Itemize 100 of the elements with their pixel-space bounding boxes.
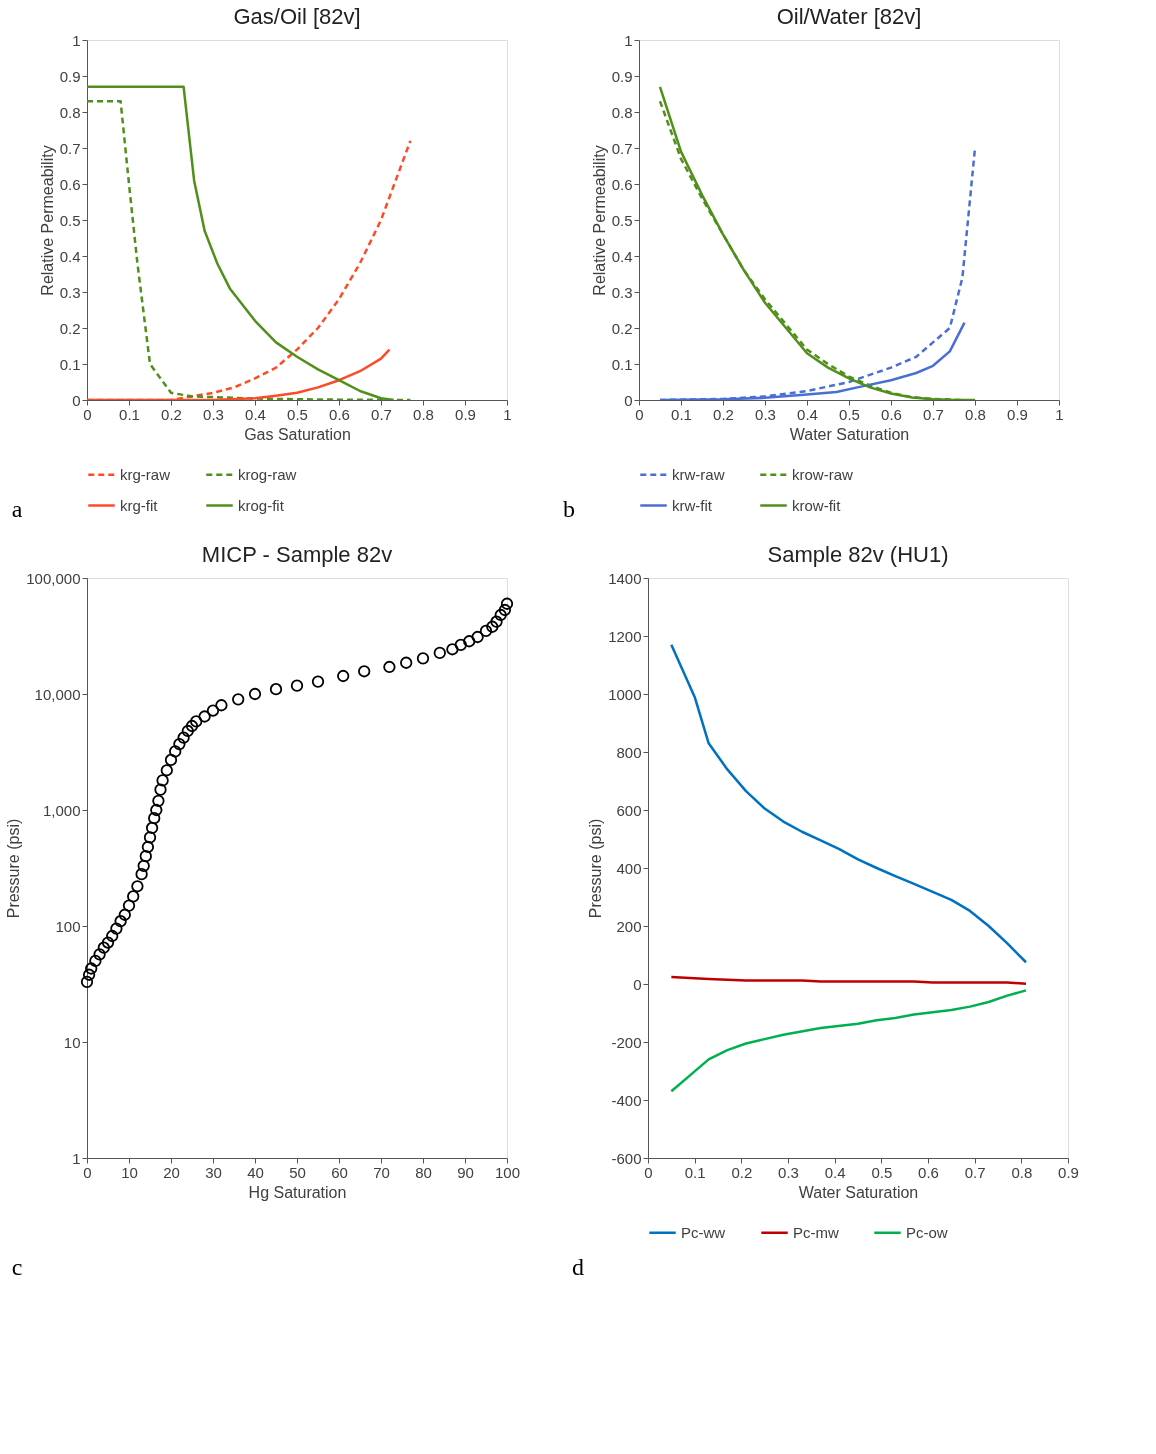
point: [500, 597, 514, 610]
y-tick-label: 1: [72, 31, 81, 49]
x-tick-label: 0.1: [671, 405, 692, 423]
point: [248, 687, 262, 701]
x-tick-label: 0.4: [797, 405, 818, 423]
point: [400, 656, 413, 669]
y-tick-label: 0.8: [59, 103, 81, 121]
x-tick-label: 0.2: [731, 1163, 753, 1181]
point: [164, 753, 178, 767]
legend-label: krow-fit: [792, 496, 842, 514]
x-tick-label: 0.4: [824, 1163, 846, 1181]
x-tick-label: 0.9: [1058, 1163, 1079, 1181]
point: [154, 783, 167, 796]
y-tick-label: 0.5: [611, 211, 633, 229]
y-tick-label: 1: [624, 31, 633, 49]
y-tick-label: 10: [63, 1033, 81, 1051]
point: [311, 675, 325, 688]
y-tick-label: 0.6: [611, 175, 633, 193]
y-tick-label: 0.2: [59, 319, 81, 337]
point: [416, 652, 430, 665]
chart-title: Sample 82v (HU1): [767, 542, 949, 567]
point: [446, 643, 459, 656]
point: [269, 683, 283, 696]
legend-label: krow-raw: [792, 465, 853, 483]
y-axis-title: Relative Permeability: [590, 145, 608, 296]
point: [156, 774, 169, 787]
x-axis-title: Gas Saturation: [244, 425, 351, 443]
legend-label: Pc-ow: [906, 1223, 948, 1241]
point: [232, 693, 245, 706]
x-tick-label: 30: [205, 1163, 222, 1181]
y-tick-label: 0.8: [611, 103, 633, 121]
point: [145, 821, 159, 835]
point: [498, 603, 512, 617]
point: [131, 880, 144, 893]
y-tick-label: 0.5: [59, 211, 81, 229]
point: [139, 850, 152, 863]
y-tick-label: 600: [616, 801, 642, 819]
x-axis-title: Hg Saturation: [248, 1183, 347, 1201]
text: c: [11, 1254, 23, 1280]
point: [215, 699, 228, 712]
x-tick-label: 80: [415, 1163, 432, 1181]
x-tick-label: 0.5: [871, 1163, 893, 1181]
point: [101, 936, 115, 949]
text: d: [572, 1254, 584, 1280]
y-tick-label: 800: [616, 743, 642, 761]
y-tick-label: 0: [633, 975, 642, 993]
legend-label: Pc-mw: [793, 1223, 839, 1241]
x-tick-label: 0.1: [684, 1163, 706, 1181]
x-tick-label: 0.2: [713, 405, 734, 423]
chart-title: Oil/Water [82v]: [776, 4, 922, 29]
y-tick-label: 100: [55, 917, 81, 935]
x-tick-label: 60: [331, 1163, 348, 1181]
x-tick-label: 0.8: [965, 405, 986, 423]
point: [190, 715, 203, 728]
y-tick-label: 0: [72, 391, 81, 409]
x-tick-label: 0: [83, 1163, 92, 1181]
chart-title: Gas/Oil [82v]: [233, 4, 361, 29]
x-tick-label: 0.9: [1007, 405, 1028, 423]
y-tick-label: 0.6: [59, 175, 81, 193]
y-axis-title: Pressure (psi): [587, 818, 605, 919]
x-tick-label: 70: [373, 1163, 390, 1181]
y-tick-label: 1000: [608, 685, 642, 703]
x-tick-label: 20: [163, 1163, 180, 1181]
point: [150, 803, 163, 817]
point: [152, 794, 165, 807]
x-tick-label: 0.3: [203, 405, 224, 423]
point: [463, 635, 476, 648]
x-tick-label: 0.2: [161, 405, 182, 423]
x-tick-label: 0.4: [245, 405, 266, 423]
x-tick-label: 1: [1055, 405, 1064, 423]
x-tick-label: 10: [121, 1163, 138, 1181]
y-tick-label: 1: [72, 1149, 81, 1167]
point: [89, 954, 102, 968]
x-tick-label: 90: [457, 1163, 474, 1181]
x-tick-label: 0.7: [371, 405, 392, 423]
y-tick-label: -600: [611, 1149, 642, 1167]
y-tick-label: 1200: [608, 627, 642, 645]
text: b: [563, 496, 575, 522]
y-tick-label: 0.3: [59, 283, 81, 301]
point: [454, 638, 467, 652]
legend-label: krg-fit: [120, 496, 159, 514]
x-tick-label: 0.6: [918, 1163, 939, 1181]
point: [135, 868, 148, 881]
point: [471, 630, 484, 644]
point: [80, 975, 94, 988]
legend-label: Pc-ww: [681, 1223, 726, 1241]
legend-label: krog-raw: [238, 465, 297, 483]
y-tick-label: 0.9: [59, 67, 81, 85]
y-axis-title: Pressure (psi): [5, 818, 23, 919]
legend-label: krw-fit: [672, 496, 713, 514]
x-tick-label: 0.8: [1011, 1163, 1033, 1181]
y-tick-label: 0.4: [611, 247, 633, 265]
point: [383, 660, 396, 674]
x-tick-label: 0.5: [287, 405, 308, 423]
x-tick-label: 0.5: [839, 405, 860, 423]
point: [173, 737, 186, 751]
x-tick-label: 0.3: [778, 1163, 799, 1181]
point: [290, 679, 304, 692]
x-tick-label: 1: [503, 405, 512, 423]
y-tick-label: 400: [616, 859, 642, 877]
